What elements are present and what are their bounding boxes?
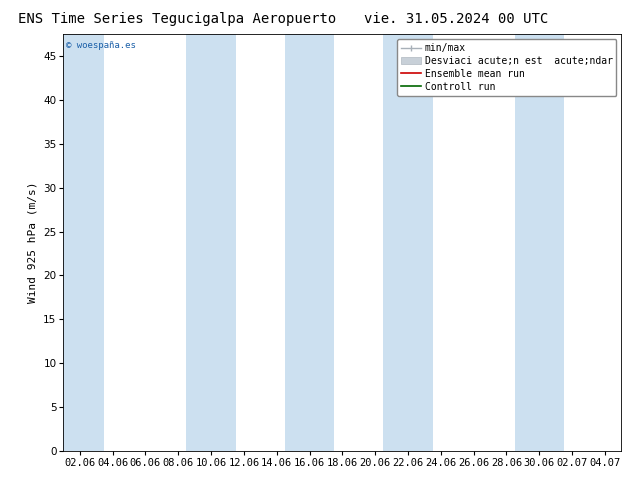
Bar <box>285 34 334 451</box>
Legend: min/max, Desviaci acute;n est  acute;ndar, Ensemble mean run, Controll run: min/max, Desviaci acute;n est acute;ndar… <box>398 39 616 96</box>
Bar <box>384 34 432 451</box>
Bar <box>186 34 236 451</box>
Text: ENS Time Series Tegucigalpa Aeropuerto: ENS Time Series Tegucigalpa Aeropuerto <box>18 12 337 26</box>
Text: © woespaña.es: © woespaña.es <box>66 41 136 49</box>
Bar <box>55 34 105 451</box>
Bar <box>515 34 564 451</box>
Y-axis label: Wind 925 hPa (m/s): Wind 925 hPa (m/s) <box>28 182 37 303</box>
Text: vie. 31.05.2024 00 UTC: vie. 31.05.2024 00 UTC <box>365 12 548 26</box>
